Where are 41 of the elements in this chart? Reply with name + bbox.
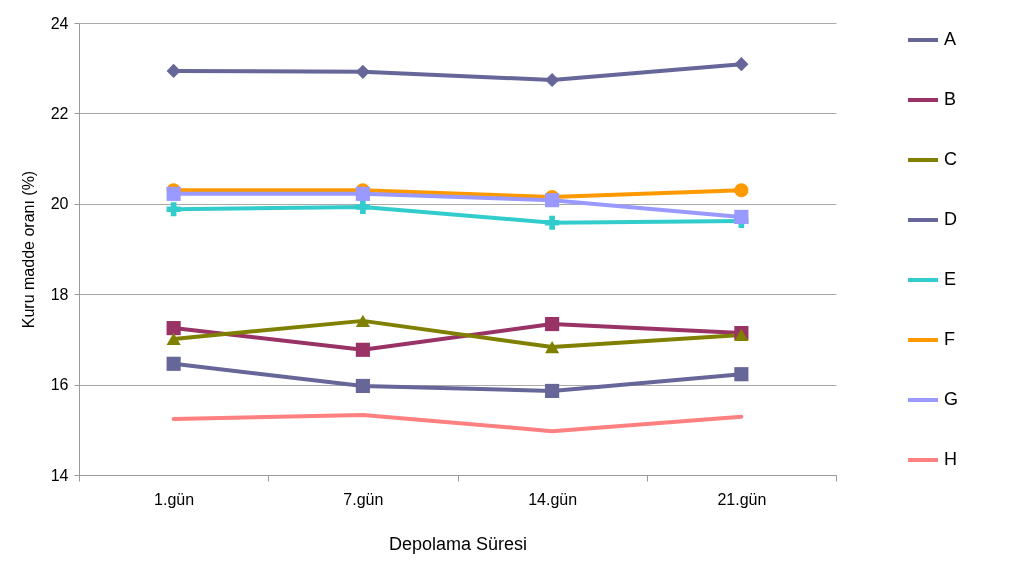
y-tick-label: 16 — [50, 376, 69, 394]
y-tick-label: 24 — [50, 14, 69, 32]
point — [545, 383, 560, 398]
y-tick-label: 22 — [50, 104, 69, 122]
y-tick-label: 20 — [50, 195, 69, 213]
y-tick-label: 14 — [50, 466, 69, 484]
point — [734, 57, 749, 72]
line-series — [171, 412, 744, 434]
legend-label: C — [944, 149, 957, 169]
legend-label: E — [944, 269, 957, 289]
x-axis-title: Depolama Süresi — [388, 533, 528, 554]
x-tick-label: 21.gün — [717, 490, 767, 508]
y-tick-label: 18 — [50, 285, 69, 303]
point — [545, 193, 560, 208]
point — [355, 314, 370, 327]
point — [545, 316, 560, 332]
legend-label: B — [944, 89, 957, 109]
legend-label: H — [944, 449, 957, 469]
point — [166, 356, 181, 371]
x-tick-label: 14.gün — [528, 490, 578, 508]
point — [166, 202, 181, 217]
point — [734, 183, 749, 198]
x-tick-label: 1.gün — [154, 490, 195, 508]
point — [355, 342, 370, 357]
point — [355, 64, 370, 79]
y-axis-title: Kuru madde oranı (%) — [19, 170, 37, 329]
point — [166, 332, 181, 346]
legend-label: A — [944, 29, 957, 49]
point — [355, 199, 370, 215]
point — [545, 72, 560, 88]
point — [166, 321, 181, 336]
legend-label: F — [944, 329, 955, 349]
legend-label: D — [944, 209, 957, 229]
point — [545, 215, 560, 230]
point — [166, 63, 181, 78]
x-tick-label: 7.gün — [343, 490, 384, 508]
point — [355, 378, 370, 394]
point — [734, 209, 749, 224]
point — [734, 367, 749, 382]
point — [545, 340, 560, 354]
legend-label: G — [944, 389, 959, 409]
